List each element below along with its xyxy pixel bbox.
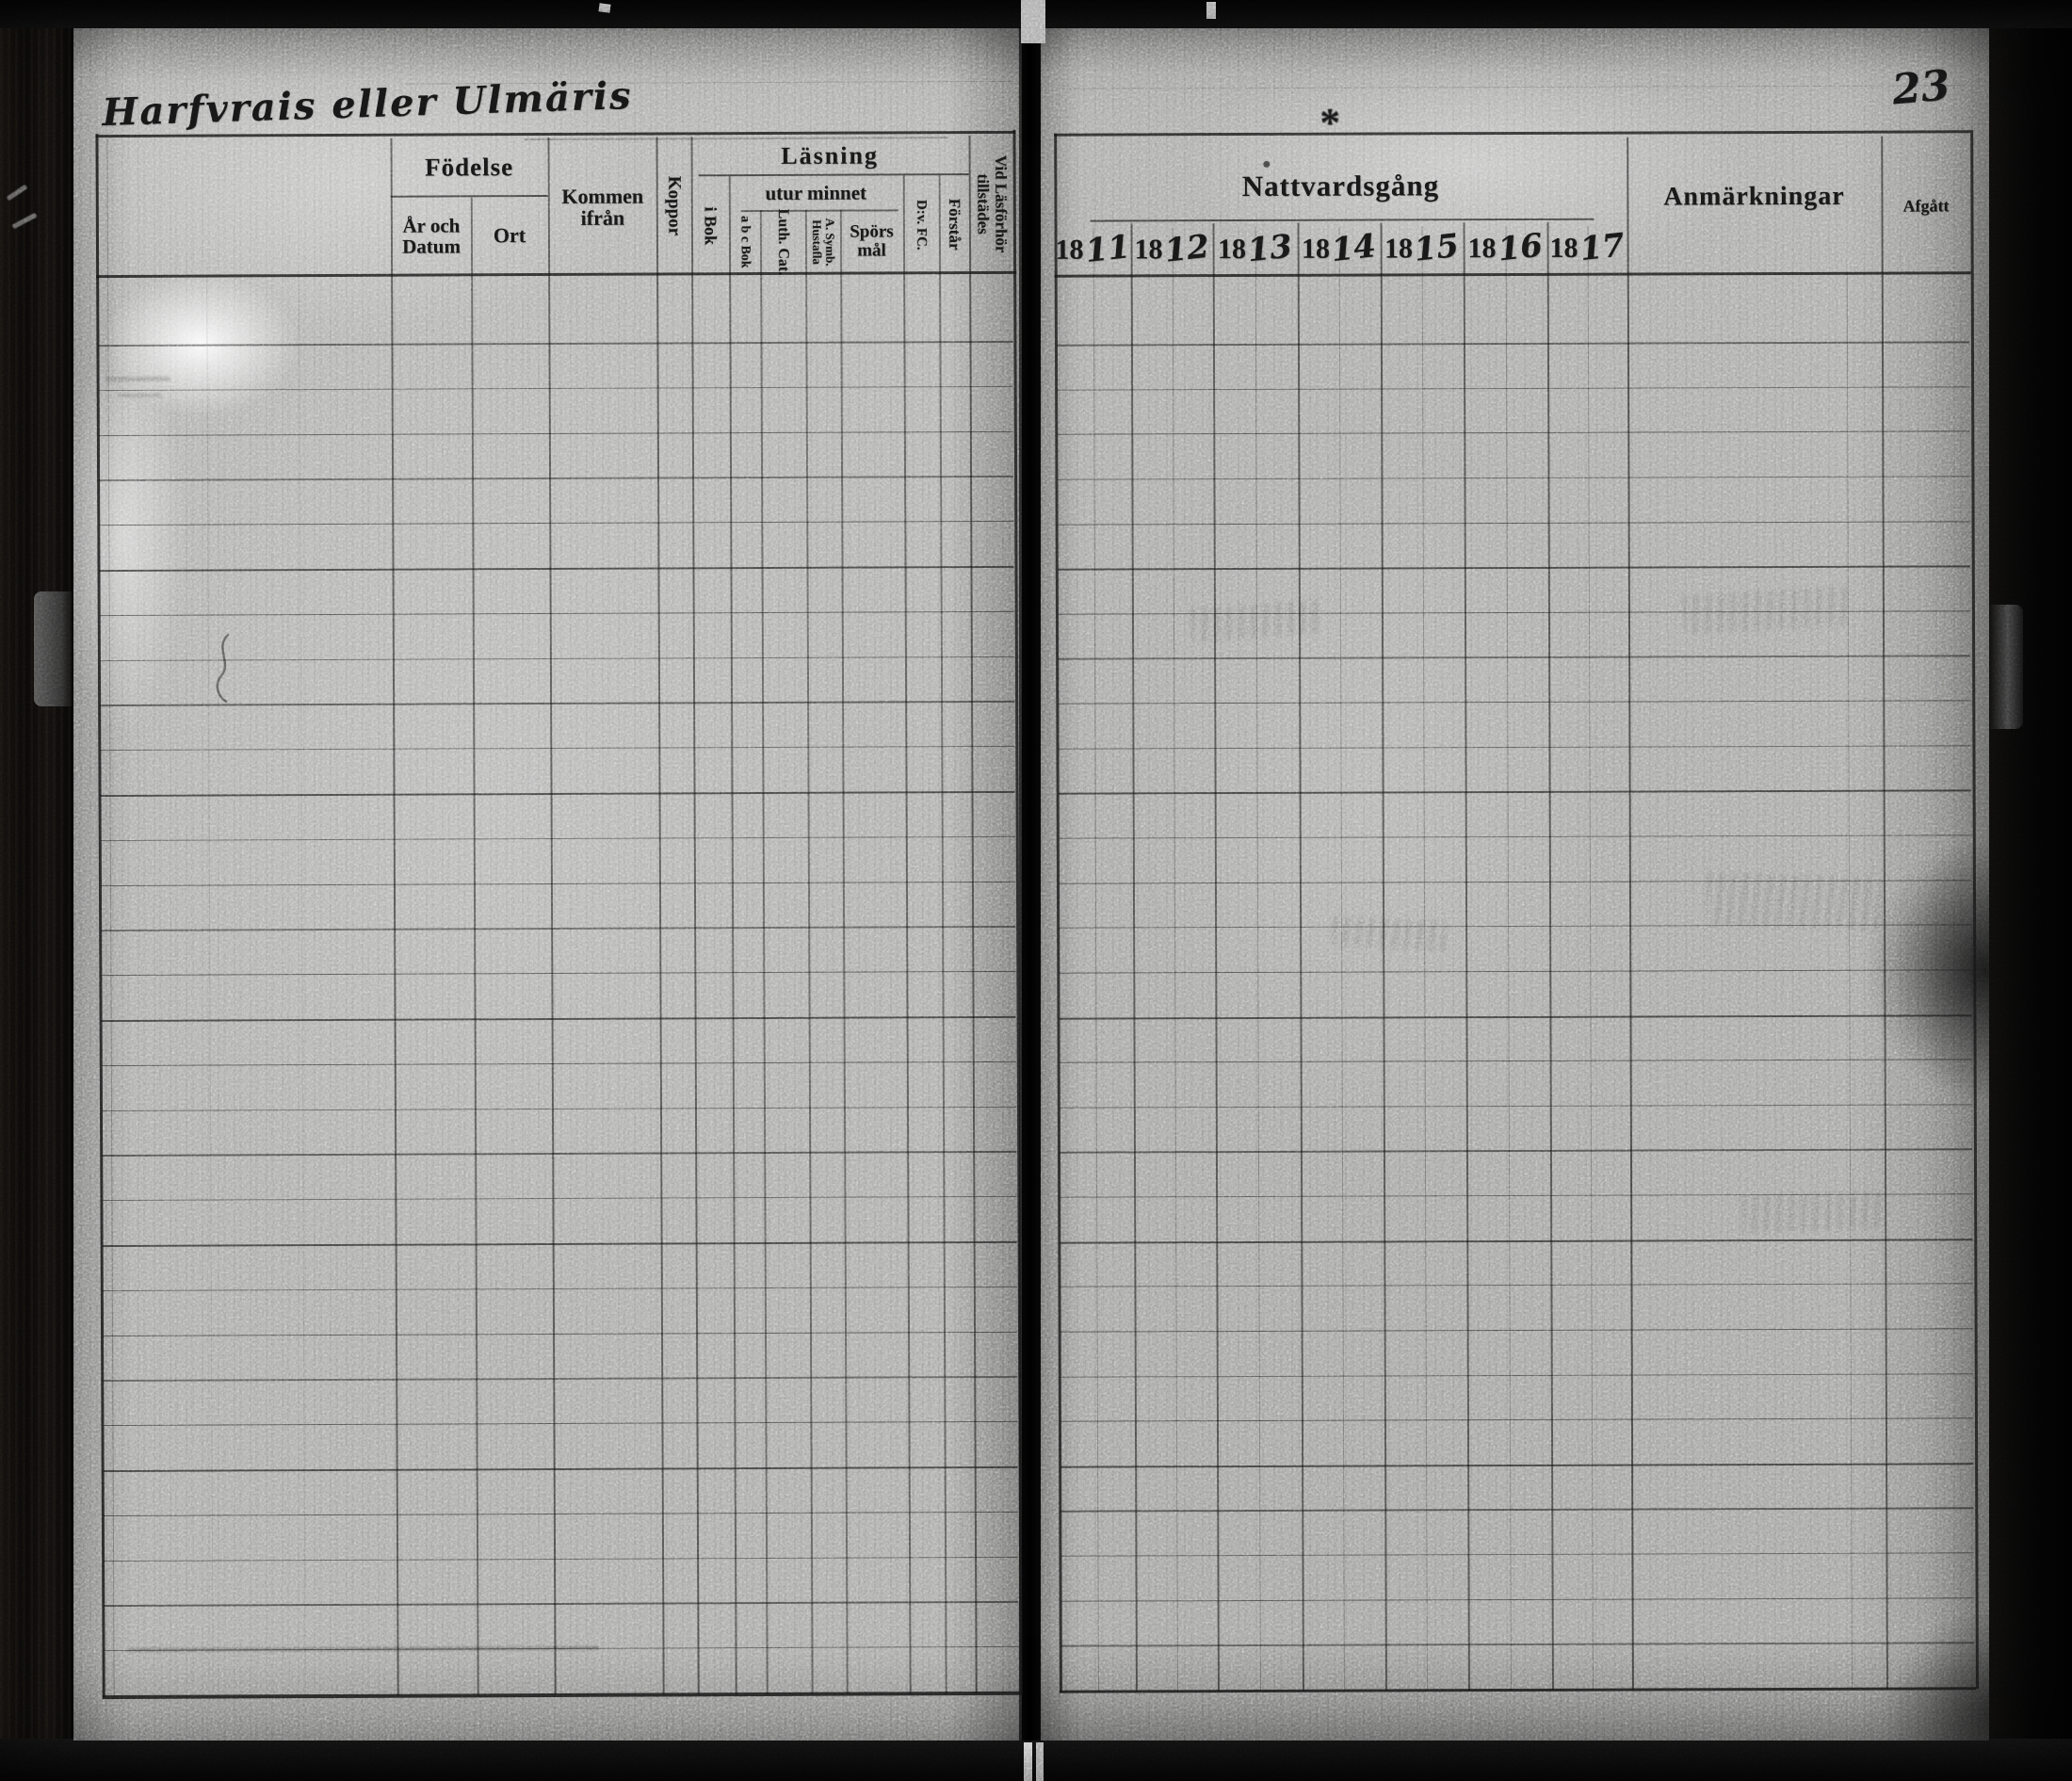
ink-bleed-mark — [1740, 1190, 1884, 1234]
table-line — [1060, 1552, 1974, 1557]
table-line — [1056, 341, 1969, 347]
table-line — [1057, 430, 1970, 436]
table-line — [1546, 221, 1554, 1691]
table-line — [1061, 85, 1967, 89]
table-line — [1058, 745, 1971, 750]
table-line — [1058, 655, 1971, 660]
communion-year-label: 18 14 — [1298, 225, 1381, 274]
year-printed-part: 18 — [1134, 234, 1163, 266]
table-line — [1505, 226, 1512, 1692]
header-afgatt: Afgått — [1902, 195, 1950, 216]
table-line — [1060, 1642, 1974, 1647]
table-line — [1059, 969, 1972, 974]
table-line — [1054, 133, 1062, 1692]
communion-year-label: 18 11 — [1055, 225, 1131, 274]
year-handwritten-part: 11 — [1083, 228, 1132, 271]
table-line — [1058, 789, 1971, 796]
table-line — [1060, 1283, 1973, 1288]
year-printed-part: 18 — [1217, 234, 1246, 266]
table-line — [1059, 1148, 1972, 1154]
year-handwritten-part: 13 — [1245, 227, 1295, 270]
year-handwritten-part: 14 — [1329, 227, 1379, 270]
table-line — [1060, 1372, 1973, 1378]
table-line — [1846, 271, 1853, 1690]
year-handwritten-part: 16 — [1496, 226, 1545, 269]
year-handwritten-part: 12 — [1162, 227, 1211, 270]
year-printed-part: 18 — [1055, 234, 1084, 266]
ink-bleed-mark — [1332, 915, 1447, 952]
table-line — [1060, 1238, 1973, 1244]
table-line — [1057, 565, 1970, 571]
table-line — [1421, 226, 1428, 1692]
table-line — [1059, 1013, 1972, 1020]
year-printed-part: 18 — [1301, 233, 1330, 266]
header-nattvardsgang: Nattvardsgång — [1241, 169, 1440, 202]
table-line — [1060, 1597, 1974, 1602]
communion-year-label: 18 12 — [1131, 225, 1213, 274]
table-line — [1463, 222, 1470, 1692]
communion-year-label: 18 16 — [1464, 224, 1547, 273]
table-line — [1587, 225, 1594, 1691]
communion-year-label: 18 15 — [1381, 224, 1464, 273]
table-line — [1059, 1104, 1972, 1109]
printed-ornament: * — [1319, 99, 1341, 146]
table-line — [1059, 1059, 1972, 1064]
table-line — [1060, 1463, 1974, 1468]
year-handwritten-part: 17 — [1578, 226, 1627, 269]
table-line — [1380, 222, 1387, 1692]
table-line — [1297, 222, 1304, 1692]
table-line — [1057, 476, 1970, 480]
year-printed-part: 18 — [1549, 233, 1578, 265]
header-anmarkningar: Anmärkningar — [1663, 182, 1845, 212]
table-line — [1054, 130, 1971, 137]
year-printed-part: 18 — [1467, 233, 1497, 265]
table-line — [1255, 226, 1261, 1692]
year-printed-part: 18 — [1384, 233, 1413, 265]
table-line — [1627, 137, 1634, 1691]
table-line — [1057, 385, 1970, 391]
table-line — [1060, 1417, 1973, 1423]
table-line — [1130, 223, 1138, 1692]
table-line — [1212, 223, 1220, 1692]
year-handwritten-part: 15 — [1412, 227, 1462, 269]
table-line — [1058, 834, 1971, 839]
table-line — [1060, 1507, 1974, 1513]
table-line — [1093, 227, 1099, 1692]
table-line — [1059, 1687, 1976, 1693]
table-line — [1172, 227, 1178, 1692]
table-line — [1058, 700, 1971, 704]
table-line — [1090, 218, 1594, 222]
communion-year-label: 18 13 — [1213, 225, 1298, 274]
table-line — [1970, 130, 1979, 1690]
table-line — [1057, 520, 1970, 526]
table-line — [1338, 226, 1345, 1692]
communion-year-label: 18 17 — [1547, 224, 1627, 273]
page-number: 23 — [1889, 61, 1952, 115]
table-line — [1881, 136, 1888, 1690]
table-line — [1060, 1328, 1973, 1333]
